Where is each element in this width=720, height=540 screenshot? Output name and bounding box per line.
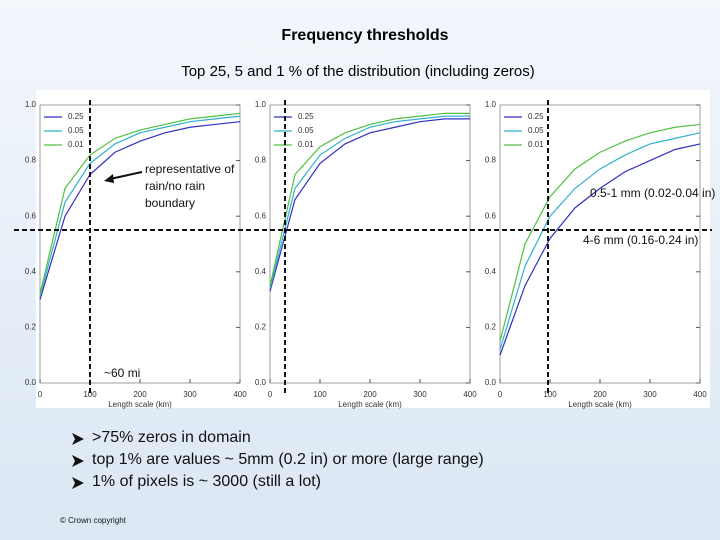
footer: © Crown copyright	[60, 516, 126, 525]
annotation: representative of rain/no rain boundary	[145, 162, 235, 210]
legend-label: 0.01	[298, 140, 314, 149]
series-line	[39, 115, 241, 297]
y-tick-label: 0.2	[485, 323, 497, 332]
y-tick-label: 0.2	[25, 323, 37, 332]
legend-label: 0.05	[298, 126, 314, 135]
y-tick-label: 1.0	[25, 100, 37, 109]
legend-label: 0.01	[528, 140, 544, 149]
slide-subtitle: Top 25, 5 and 1 % of the distribution (i…	[181, 63, 535, 80]
series-line	[39, 112, 241, 295]
x-tick-label: 0	[268, 390, 273, 399]
x-tick-label: 0	[38, 390, 43, 399]
legend-label: 0.05	[528, 126, 544, 135]
y-tick-label: 0.6	[255, 211, 267, 220]
x-tick-label: 400	[233, 390, 247, 399]
legend-label: 0.05	[68, 126, 84, 135]
arrow	[109, 171, 143, 180]
x-tick-label: 300	[413, 390, 427, 399]
plot-background	[36, 90, 710, 408]
series-line	[499, 123, 701, 342]
y-tick-label: 0.8	[255, 156, 267, 165]
annotation: ~60 mi	[104, 366, 141, 380]
bullet: top 1% are values ~ 5mm (0.2 in) or more…	[92, 451, 484, 468]
x-tick-label: 100	[83, 390, 97, 399]
x-tick-label: 100	[543, 390, 557, 399]
series-line	[499, 143, 701, 356]
y-tick-label: 0.4	[255, 267, 267, 276]
x-tick-label: 200	[363, 390, 377, 399]
series-line	[499, 132, 701, 350]
x-axis-label: Length scale (km)	[338, 400, 402, 409]
x-tick-label: 300	[643, 390, 657, 399]
x-axis-label: Length scale (km)	[568, 400, 632, 409]
x-tick-label: 200	[593, 390, 607, 399]
annotation: 4-6 mm (0.16-0.24 in)	[583, 233, 699, 247]
series-line	[269, 115, 470, 289]
slide-title: Frequency thresholds	[281, 27, 448, 44]
y-tick-label: 0.0	[255, 378, 267, 387]
charts: 0.0 0.2 0.4 0.6 0.8 1.0 0 100 200 300 400 Length sc…	[25, 100, 707, 409]
annotation: 0.5-1 mm (0.02-0.04 in)	[590, 186, 716, 200]
legend-label: 0.01	[68, 140, 84, 149]
bullet: 1% of pixels is ~ 3000 (still a lot)	[92, 473, 321, 490]
y-tick-label: 0.4	[485, 267, 497, 276]
y-tick-label: 0.8	[25, 156, 37, 165]
y-tick-label: 0.0	[25, 378, 37, 387]
series-line	[39, 121, 241, 300]
bullet-markers	[72, 433, 84, 489]
bullet: >75% zeros in domain	[92, 429, 251, 446]
y-tick-label: 0.6	[25, 211, 37, 220]
x-tick-label: 400	[463, 390, 477, 399]
arrow-head	[104, 174, 114, 183]
x-axis-label: Length scale (km)	[108, 400, 172, 409]
x-tick-label: 300	[183, 390, 197, 399]
x-tick-label: 200	[133, 390, 147, 399]
x-tick-label: 0	[498, 390, 503, 399]
y-tick-label: 0.6	[485, 211, 497, 220]
y-tick-label: 0.4	[25, 267, 37, 276]
series-line	[269, 118, 470, 292]
legend-label: 0.25	[298, 112, 314, 121]
y-tick-label: 1.0	[485, 100, 497, 109]
y-tick-label: 0.2	[255, 323, 267, 332]
legend-label: 0.25	[68, 112, 84, 121]
y-tick-label: 1.0	[255, 100, 267, 109]
x-tick-label: 400	[693, 390, 707, 399]
legend-label: 0.25	[528, 112, 544, 121]
x-tick-label: 100	[313, 390, 327, 399]
series-line	[269, 112, 470, 286]
y-tick-label: 0.0	[485, 378, 497, 387]
y-tick-label: 0.8	[485, 156, 497, 165]
